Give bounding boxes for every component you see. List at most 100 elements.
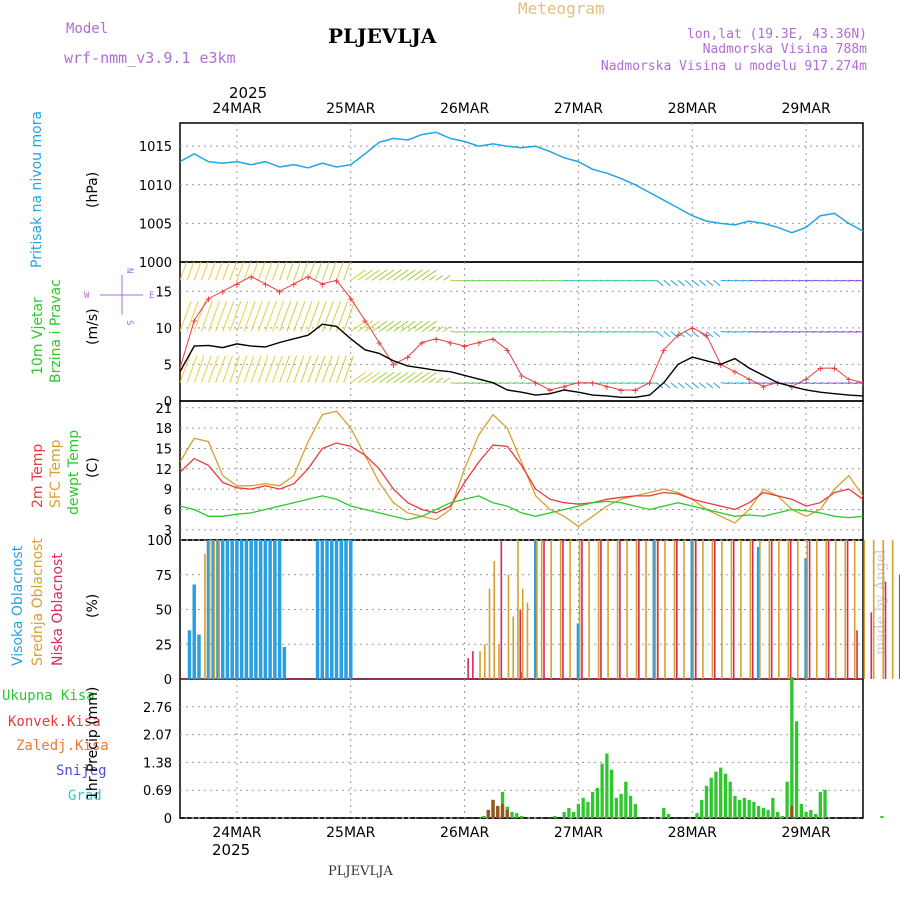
- temp-dew-label: dewpt Temp: [66, 430, 82, 515]
- cloud-mid-bar: [550, 540, 552, 679]
- cloud-low-bar: [676, 540, 678, 679]
- cloud-mid-bar: [597, 540, 600, 679]
- wind-barb: [848, 382, 858, 384]
- wind-barb: [186, 355, 198, 383]
- wind-barb: [855, 382, 863, 384]
- precip-total-bar: [714, 771, 718, 818]
- compass-south-label: S: [124, 320, 134, 325]
- wind-gust-marker: +: [333, 274, 340, 287]
- wind-arrows: [180, 262, 863, 389]
- cloud-high-bar: [249, 540, 253, 679]
- wind-barb: [371, 320, 388, 332]
- wind-barb: [535, 331, 545, 333]
- wind-barb: [393, 320, 409, 332]
- cloud-low-bar: [600, 540, 602, 679]
- wind-barb: [784, 331, 794, 333]
- year-label-top: 2025: [229, 84, 267, 102]
- precip-total-legend: Ukupna Kisa: [2, 688, 95, 704]
- wind-gust-marker: +: [589, 377, 596, 390]
- wind-barb: [514, 331, 523, 333]
- wind-barb: [557, 382, 566, 384]
- compass-west-label: W: [84, 291, 90, 301]
- wind-gust-marker: +: [547, 384, 554, 397]
- wind-barb: [635, 279, 644, 282]
- wind-barb: [236, 262, 245, 281]
- wind-gust-line: [180, 276, 863, 391]
- cloud-mid-bar: [749, 540, 752, 679]
- wind-compass: W E N S: [84, 268, 154, 325]
- wind-barb: [215, 300, 228, 332]
- wind-barb: [862, 382, 863, 384]
- precip-total-bar: [775, 811, 780, 818]
- wind-barb: [635, 382, 644, 384]
- cloud-low-bar: [846, 540, 849, 679]
- cloud-low-bar: [789, 540, 792, 679]
- temp-2m-label: 2m Temp: [30, 444, 46, 508]
- y-tick-label: 2.07: [143, 729, 172, 744]
- cloud-mid-bar: [863, 540, 865, 679]
- y-tick-label: 18: [155, 422, 172, 437]
- cloud-low-bar: [884, 581, 887, 679]
- wind-barb: [279, 262, 287, 281]
- wind-barb: [478, 382, 488, 384]
- wind-barb: [407, 269, 423, 281]
- y-tick-label: 25: [155, 638, 172, 653]
- cloud-mid-bar: [208, 540, 211, 679]
- wind-barb: [749, 279, 758, 282]
- wind-barb: [798, 331, 808, 333]
- wind-barb: [862, 280, 863, 281]
- wind-barb: [727, 279, 737, 282]
- wind-barb: [343, 355, 354, 383]
- wind-barb: [599, 279, 609, 282]
- wind-barb: [848, 279, 858, 282]
- cloud-high-bar: [325, 540, 329, 679]
- wind-barb: [272, 300, 285, 332]
- cloud-unit: (%): [85, 594, 101, 618]
- wind-barb: [763, 279, 772, 282]
- cloud-high-bar: [263, 540, 268, 679]
- wind-barb: [862, 331, 863, 333]
- altitude-text: Nadmorska Visina 788m: [703, 42, 868, 57]
- precip-conv-bar: [505, 809, 509, 818]
- wind-barb: [321, 355, 333, 383]
- wind-unit: (m/s): [85, 308, 101, 345]
- wind-barb: [621, 331, 630, 333]
- wind-barb: [549, 382, 559, 384]
- cloud-mid-bar: [759, 540, 761, 679]
- precip-total-bar: [719, 767, 723, 818]
- wind-barb: [606, 279, 616, 282]
- wind-barb: [606, 331, 616, 333]
- wind-barb: [307, 300, 320, 332]
- wind-barb: [414, 269, 430, 281]
- wind-barb: [684, 279, 692, 287]
- wind-speed-line: [180, 323, 863, 398]
- wind-barb: [464, 331, 473, 333]
- cloud-mid-bar: [483, 644, 486, 679]
- day-label-bottom: 27MAR: [554, 825, 603, 841]
- wind-barb: [229, 262, 237, 281]
- precip-snow-legend: Snijeg: [56, 763, 107, 779]
- cloud-mid-bar: [626, 540, 628, 679]
- wind-barb: [236, 355, 248, 383]
- y-tick-label: 0: [164, 673, 172, 688]
- wind-barb: [350, 269, 366, 281]
- cloud-high-bar: [320, 540, 325, 679]
- precip-total-bar: [700, 799, 704, 818]
- precip-total-bar: [766, 809, 770, 818]
- precip-total-bar: [785, 781, 789, 818]
- wind-barb: [293, 355, 305, 383]
- wind-barb: [628, 279, 637, 282]
- wind-barb: [798, 279, 808, 282]
- wind-barb: [742, 382, 751, 384]
- wind-gust-marker: +: [803, 373, 810, 386]
- wind-barb: [272, 355, 283, 383]
- wind-barb: [286, 355, 298, 383]
- cloud-low-bar: [732, 540, 735, 679]
- y-tick-label: 1000: [139, 256, 172, 271]
- wind-barb: [670, 331, 678, 338]
- wind-barb: [250, 300, 263, 332]
- wind-barb: [820, 331, 829, 333]
- cloud-mid-bar: [787, 540, 790, 679]
- wind-barb: [642, 331, 651, 333]
- y-tick-label: 0: [164, 812, 172, 827]
